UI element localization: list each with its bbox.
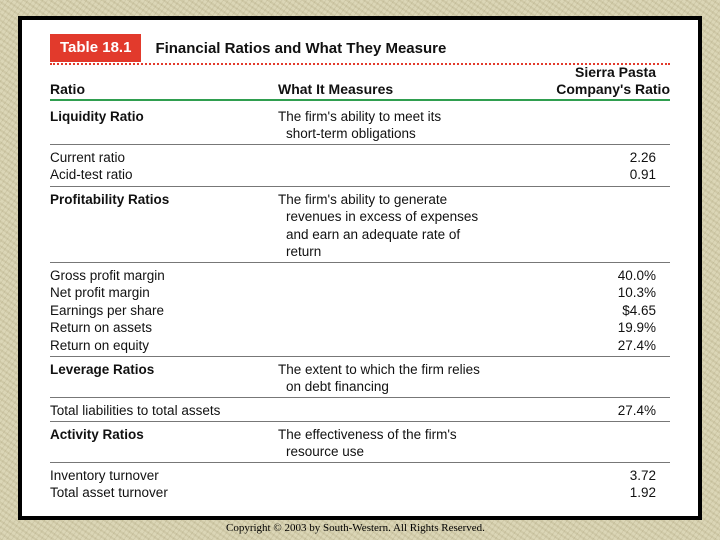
ratio-value: 3.72 [630,467,656,485]
profitability-heading: Profitability Ratios [50,191,169,209]
liquidity-desc-2: short-term obligations [286,125,416,143]
table-title-bar: Table 18.1 Financial Ratios and What The… [50,34,446,62]
ratio-value: 27.4% [618,337,656,355]
header-ratio: Ratio [50,81,85,97]
ratio-name: Total liabilities to total assets [50,402,220,420]
ratio-name: Current ratio [50,149,125,167]
profitability-desc-1: The firm's ability to generate [278,191,447,209]
row-divider [50,397,670,398]
header-rule [50,99,670,101]
profitability-desc-3: and earn an adequate rate of [286,226,460,244]
ratio-name: Inventory turnover [50,467,159,485]
ratio-name: Gross profit margin [50,267,165,285]
activity-desc-2: resource use [286,443,364,461]
activity-heading: Activity Ratios [50,426,144,444]
slide-frame: Table 18.1 Financial Ratios and What The… [18,16,702,520]
liquidity-desc-1: The firm's ability to meet its [278,108,441,126]
table-page: Table 18.1 Financial Ratios and What The… [22,20,698,516]
profitability-desc-4: return [286,243,321,261]
profitability-desc-2: revenues in excess of expenses [286,208,478,226]
header-what-it-measures: What It Measures [278,81,393,97]
ratio-value: 19.9% [618,319,656,337]
row-divider [50,144,670,145]
table-title: Financial Ratios and What They Measure [155,40,446,57]
ratio-value: 10.3% [618,284,656,302]
row-divider [50,421,670,422]
leverage-desc-2: on debt financing [286,378,389,396]
leverage-desc-1: The extent to which the firm relies [278,361,480,379]
ratio-value: 2.26 [630,149,656,167]
liquidity-heading: Liquidity Ratio [50,108,144,126]
ratio-value: 27.4% [618,402,656,420]
ratio-name: Return on equity [50,337,149,355]
header-company-line1: Sierra Pasta [575,64,656,80]
table-number-tag: Table 18.1 [50,34,141,62]
row-divider [50,262,670,263]
ratio-value: 1.92 [630,484,656,502]
ratio-name: Earnings per share [50,302,164,320]
row-divider [50,356,670,357]
leverage-heading: Leverage Ratios [50,361,154,379]
ratio-name: Total asset turnover [50,484,168,502]
copyright-footer: Copyright © 2003 by South-Western. All R… [226,522,485,534]
ratio-value: 40.0% [618,267,656,285]
ratio-name: Acid-test ratio [50,166,133,184]
ratio-name: Return on assets [50,319,152,337]
ratio-value: 0.91 [630,166,656,184]
row-divider [50,462,670,463]
row-divider [50,186,670,187]
ratio-name: Net profit margin [50,284,150,302]
header-company-line2: Company's Ratio [556,81,670,97]
ratio-value: $4.65 [622,302,656,320]
activity-desc-1: The effectiveness of the firm's [278,426,457,444]
